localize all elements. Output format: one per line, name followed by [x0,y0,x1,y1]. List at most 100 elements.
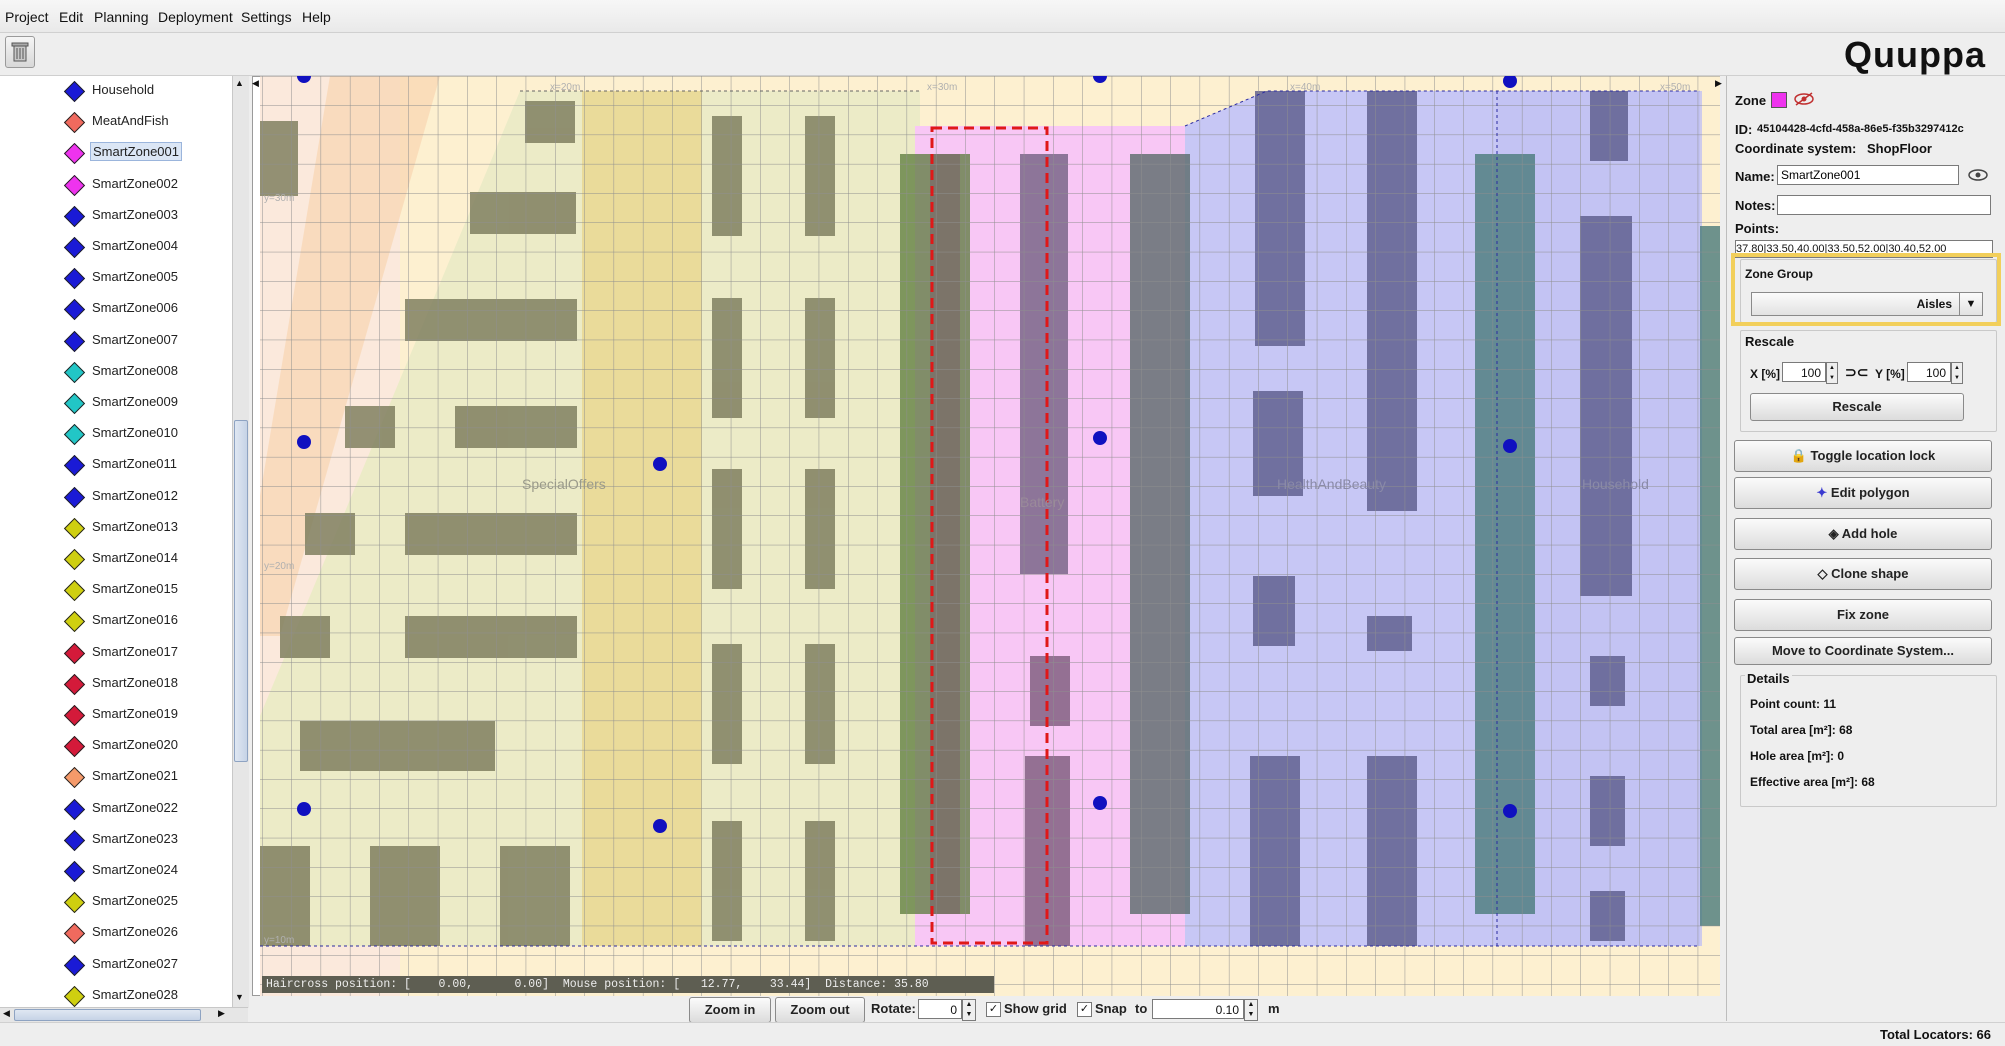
floor-plan-map[interactable]: SpecialOffers Battery HealthAndBeauty Ho… [260,76,1720,996]
details-title: Details [1745,671,1792,686]
id-value: 45104428-4cfd-458a-86e5-f35b3297412c [1757,123,1964,135]
show-grid-checkbox[interactable]: ✓ [986,1002,1001,1017]
snap-spinner-icon[interactable]: ▲ ▼ [1244,999,1258,1021]
name-label: Name: [1735,169,1775,184]
edit-polygon-button[interactable]: ✦ Edit polygon [1734,477,1992,509]
tree-item[interactable]: SmartZone010 [60,423,230,447]
tree-item[interactable]: SmartZone021 [60,766,230,790]
tree-item-label: SmartZone007 [92,331,178,347]
zone-group-value: Aisles [1916,297,1952,311]
tree-item[interactable]: MeatAndFish [60,111,230,135]
rescale-y-spinner-icon[interactable]: ▲ ▼ [1951,362,1963,384]
clone-shape-label: Clone shape [1831,566,1909,581]
tree-item-label: SmartZone021 [92,768,178,784]
point-count: Point count: 11 [1750,697,1837,711]
tree-item[interactable]: SmartZone002 [60,174,230,198]
tree-item[interactable]: SmartZone020 [60,735,230,759]
tree-item[interactable]: SmartZone022 [60,798,230,822]
zone-diamond-icon [63,143,86,165]
menu-help[interactable]: Help [302,9,331,25]
rescale-x-spinner-icon[interactable]: ▲ ▼ [1826,362,1838,384]
tree-item[interactable]: SmartZone006 [60,298,230,322]
tree-item[interactable]: SmartZone012 [60,486,230,510]
menu-project[interactable]: Project [5,9,49,25]
footer-bar: Total Locators: 66 [0,1022,2005,1046]
delete-button[interactable] [5,36,35,68]
tree-scroll-thumb[interactable] [234,420,248,762]
tree-item[interactable]: SmartZone019 [60,704,230,728]
notes-input[interactable] [1777,195,1991,215]
toggle-lock-label: Toggle location lock [1810,448,1936,463]
snap-label: Snap [1095,1001,1127,1016]
tree-item[interactable]: SmartZone016 [60,610,230,634]
tree-item[interactable]: SmartZone013 [60,517,230,541]
scroll-right-icon[interactable]: ▶ [218,1008,225,1018]
tree-item[interactable]: SmartZone017 [60,642,230,666]
move-coordinate-system-button[interactable]: Move to Coordinate System... [1734,637,1992,665]
tree-item[interactable]: SmartZone011 [60,454,230,478]
tree-item[interactable]: SmartZone009 [60,392,230,416]
zoom-out-button[interactable]: Zoom out [775,997,865,1023]
show-grid-label: Show grid [1004,1001,1067,1016]
scroll-up-icon[interactable]: ▲ [235,78,244,88]
menu-deployment[interactable]: Deployment [158,9,233,25]
rescale-x-field[interactable]: 100 [1782,362,1826,382]
edit-polygon-icon: ✦ [1816,485,1828,500]
zone-diamond-icon [63,704,86,727]
add-hole-button[interactable]: ◈ Add hole [1734,518,1992,550]
tree-item[interactable]: SmartZone001 [60,142,230,166]
link-scale-icon[interactable]: ⊃⊂ [1845,364,1869,380]
haircross-y: 0.00] [514,978,549,991]
rescale-y-field[interactable]: 100 [1907,362,1951,382]
tree-item-label: SmartZone019 [92,706,178,721]
tree-item[interactable]: SmartZone015 [60,579,230,603]
tree-item[interactable]: SmartZone014 [60,548,230,572]
menu-planning[interactable]: Planning [94,9,149,25]
tree-item[interactable]: SmartZone026 [60,922,230,946]
tree-item[interactable]: SmartZone003 [60,205,230,229]
canvas-scroll-right-icon[interactable]: ▶ [1715,78,1722,88]
scroll-down-icon[interactable]: ▼ [235,992,244,1002]
rotate-field[interactable]: 0 [918,999,962,1019]
toggle-location-lock-button[interactable]: 🔒 Toggle location lock [1734,440,1992,472]
menu-settings[interactable]: Settings [241,9,292,25]
tree-item[interactable]: SmartZone025 [60,891,230,915]
tree-item[interactable]: SmartZone004 [60,236,230,260]
ruler-y20: y=20m [264,561,294,572]
tree-item[interactable]: Household [60,80,230,104]
tree-item[interactable]: SmartZone008 [60,361,230,385]
fix-zone-button[interactable]: Fix zone [1734,599,1992,631]
details-box [1740,675,1997,807]
tree-item-label: SmartZone020 [92,737,178,753]
ruler-y30: y=30m [264,193,294,204]
clone-shape-button[interactable]: ◇ Clone shape [1734,558,1992,590]
snap-value-field[interactable]: 0.10 [1152,999,1244,1019]
zone-color-swatch[interactable] [1771,92,1787,108]
tree-hscroll-thumb[interactable] [14,1009,201,1021]
rotate-spinner-icon[interactable]: ▲ ▼ [962,999,976,1021]
tree-item[interactable]: SmartZone005 [60,267,230,291]
eye-hidden-icon[interactable] [1793,91,1815,107]
snap-checkbox[interactable]: ✓ [1077,1002,1092,1017]
name-input[interactable] [1777,165,1959,185]
menu-edit[interactable]: Edit [59,9,84,25]
tree-item[interactable]: SmartZone007 [60,330,230,354]
trash-icon [11,42,29,62]
selected-zone-outline[interactable] [930,126,1049,945]
eye-icon[interactable] [1967,167,1989,183]
tree-item[interactable]: SmartZone018 [60,673,230,697]
tree-item[interactable]: SmartZone023 [60,829,230,853]
chevron-down-icon[interactable]: ▼ [1959,293,1982,315]
rescale-button[interactable]: Rescale [1750,393,1964,421]
edit-polygon-label: Edit polygon [1830,485,1910,500]
tree-item-label: SmartZone015 [92,581,178,597]
tree-item[interactable]: SmartZone024 [60,860,230,884]
zone-group-dropdown[interactable]: Aisles ▼ [1751,292,1983,316]
tree-item[interactable]: SmartZone028 [60,985,230,1008]
zone-diamond-icon [63,580,86,602]
scroll-left-icon[interactable]: ◀ [3,1008,10,1018]
tree-item[interactable]: SmartZone027 [60,954,230,978]
total-locators: Total Locators: 66 [1879,1027,1991,1042]
zoom-in-button[interactable]: Zoom in [689,997,771,1023]
canvas-scroll-left-icon[interactable]: ◀ [252,78,259,88]
